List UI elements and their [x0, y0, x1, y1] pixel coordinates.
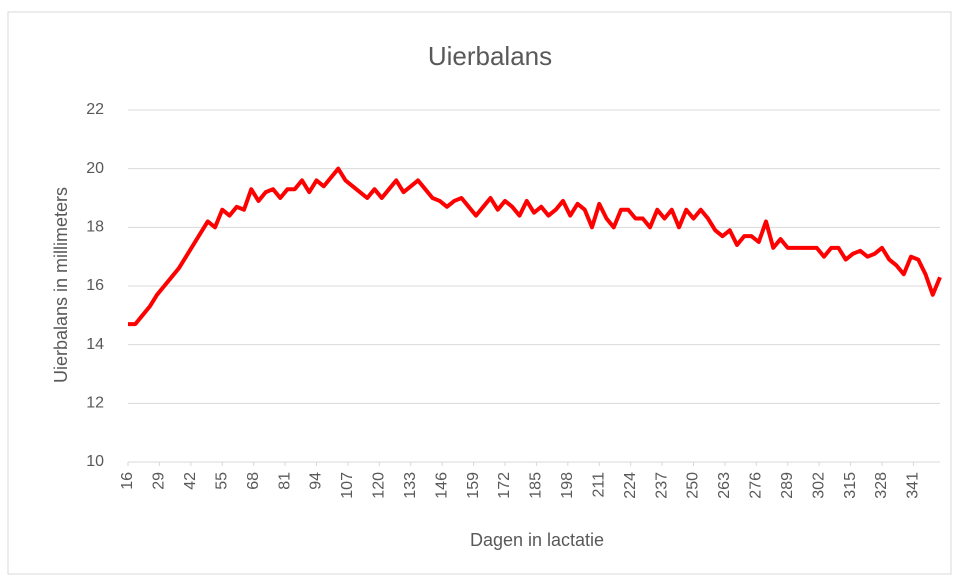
x-tick-label: 341 — [905, 472, 922, 499]
y-tick-label: 14 — [86, 336, 104, 353]
x-tick-label: 224 — [622, 472, 639, 499]
y-tick-label: 16 — [86, 277, 104, 294]
x-tick-label: 16 — [119, 472, 136, 490]
x-tick-label: 42 — [182, 472, 199, 490]
x-tick-label: 29 — [151, 472, 168, 490]
y-tick-label: 12 — [86, 395, 104, 412]
y-tick-label: 10 — [86, 453, 104, 470]
x-tick-label: 81 — [276, 472, 293, 490]
x-tick-label: 315 — [842, 472, 859, 499]
x-tick-label: 120 — [371, 472, 388, 499]
x-tick-label: 133 — [402, 472, 419, 499]
x-tick-label: 198 — [559, 472, 576, 499]
x-tick-label: 55 — [213, 472, 230, 490]
x-tick-label: 237 — [653, 472, 670, 499]
x-tick-label: 172 — [496, 472, 513, 499]
x-tick-label: 263 — [716, 472, 733, 499]
x-tick-label: 302 — [810, 472, 827, 499]
x-tick-label: 328 — [873, 472, 890, 499]
data-line — [128, 166, 942, 327]
y-tick-label: 18 — [86, 219, 104, 236]
x-tick-label: 250 — [685, 472, 702, 499]
y-axis-label: Uierbalans in millimeters — [51, 187, 71, 383]
y-tick-label: 20 — [86, 160, 104, 177]
x-axis-label: Dagen in lactatie — [470, 530, 604, 550]
x-tick-label: 159 — [465, 472, 482, 499]
x-tick-label: 289 — [779, 472, 796, 499]
y-tick-label: 22 — [86, 101, 104, 118]
chart-border — [7, 11, 952, 575]
x-tick-label: 94 — [308, 472, 325, 490]
x-tick-label: 185 — [528, 472, 545, 499]
x-tick-label: 211 — [590, 472, 607, 498]
x-tick-label: 276 — [748, 472, 765, 499]
x-tick-label: 68 — [245, 472, 262, 490]
x-tick-label: 146 — [433, 472, 450, 499]
chart-title: Uierbalans — [428, 41, 552, 71]
x-tick-label: 107 — [339, 472, 356, 499]
